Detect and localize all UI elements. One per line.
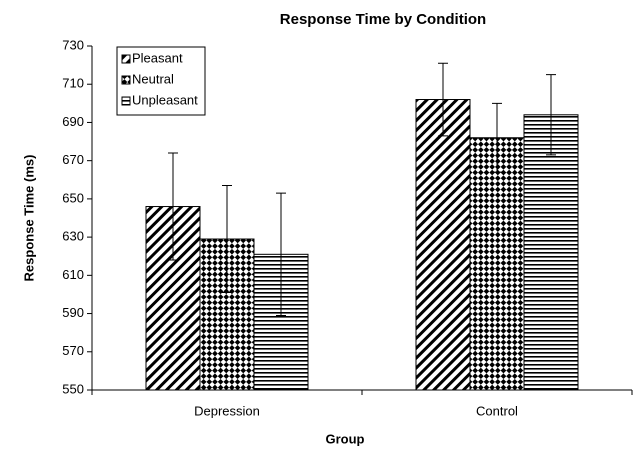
error-bar [168, 152, 178, 261]
legend-label: Pleasant [132, 50, 183, 65]
x-axis-label: Group [326, 431, 365, 446]
legend-box [116, 46, 206, 116]
bar [469, 137, 525, 391]
y-tick-label: 670 [62, 152, 84, 167]
x-tick-label: Depression [194, 403, 260, 418]
x-tick-label: Control [476, 403, 518, 418]
legend-label: Unpleasant [132, 92, 198, 107]
legend-swatch [121, 96, 131, 106]
error-bar [546, 74, 556, 156]
y-tick-label: 630 [62, 229, 84, 244]
legend-swatch [121, 75, 131, 85]
error-bar [276, 192, 286, 316]
error-bar [438, 62, 448, 137]
legend-label: Neutral [132, 71, 174, 86]
y-tick-label: 550 [62, 381, 84, 396]
legend-swatch [121, 54, 131, 64]
error-bar [222, 185, 232, 294]
chart-title: Response Time by Condition [280, 11, 486, 28]
y-tick-label: 610 [62, 267, 84, 282]
y-tick-label: 650 [62, 190, 84, 205]
bar [523, 114, 579, 391]
y-tick-label: 570 [62, 343, 84, 358]
y-tick-label: 590 [62, 305, 84, 320]
bar [415, 99, 471, 391]
error-bar [492, 102, 502, 173]
y-axis-label: Response Time (ms) [21, 155, 36, 282]
y-tick-label: 710 [62, 76, 84, 91]
y-tick-label: 730 [62, 37, 84, 52]
y-tick-label: 690 [62, 114, 84, 129]
